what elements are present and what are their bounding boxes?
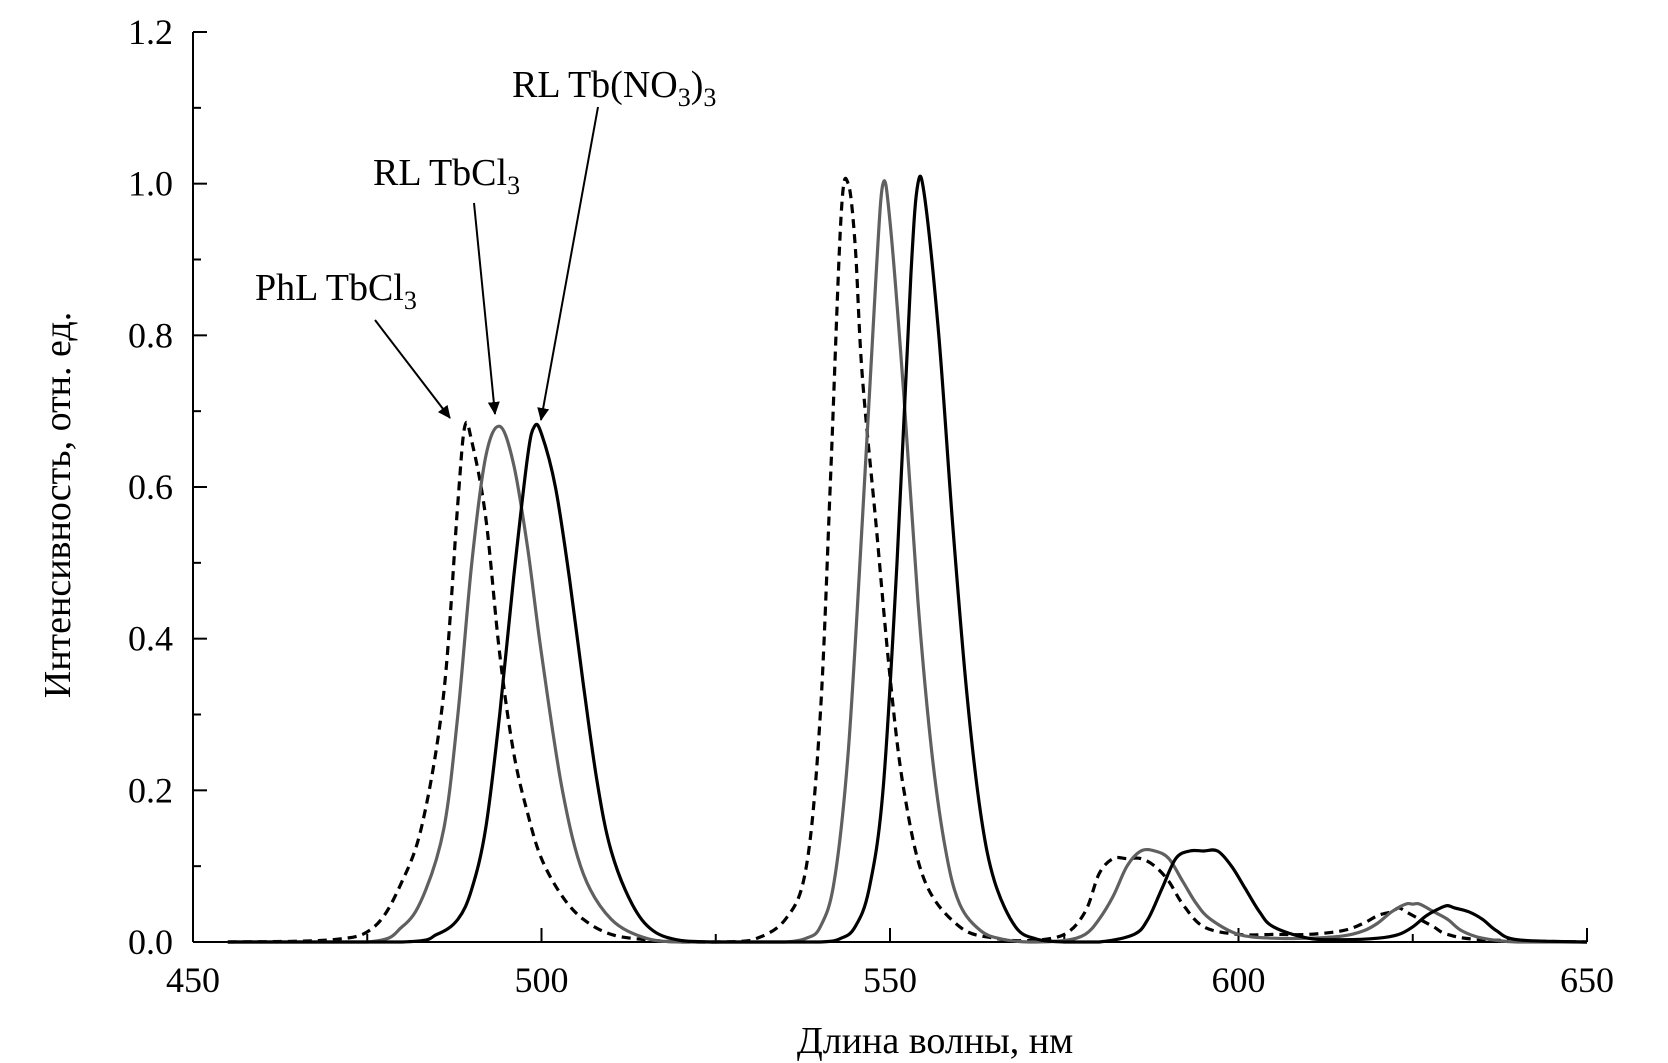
annotation-arrow-phl [374,319,451,419]
x-tick-label: 650 [1560,960,1614,1000]
series-line-1 [227,179,1587,944]
x-axis-title: Длина волны, нм [797,1020,1073,1062]
y-tick-label: 0.8 [128,315,173,355]
series-layer [227,174,1588,944]
y-axis-title: Интенсивность, отн. ед. [37,312,79,698]
annotations: PhL TbCl3 RL TbCl3 RL Tb(NO3)3 [255,64,716,421]
annotation-rl-tbcl3: RL TbCl3 [373,152,520,200]
x-tick-label: 450 [166,960,220,1000]
annotation-phl-tbcl3: PhL TbCl3 [255,267,417,315]
annotation-arrow-rl-tbcl3 [473,202,500,415]
y-tick-label: 0.6 [128,467,173,507]
annotation-rl-tbno33: RL Tb(NO3)3 [512,64,716,112]
y-tick-label: 0.0 [128,922,173,962]
x-axis-ticks: 450 500 550 600 650 [166,928,1614,1000]
y-tick-label: 1.0 [128,164,173,204]
x-tick-label: 600 [1212,960,1266,1000]
y-tick-label: 1.2 [128,12,173,52]
y-tick-label: 0.2 [128,770,173,810]
y-tick-label: 0.4 [128,619,173,659]
annotation-arrow-rl-tbno3 [537,106,599,421]
x-tick-label: 550 [863,960,917,1000]
y-axis-ticks: 0.0 0.2 0.4 0.6 0.8 1.0 1.2 [128,12,207,962]
series-line-2 [227,174,1588,944]
x-tick-label: 500 [515,960,569,1000]
series-line-0 [227,176,1588,944]
